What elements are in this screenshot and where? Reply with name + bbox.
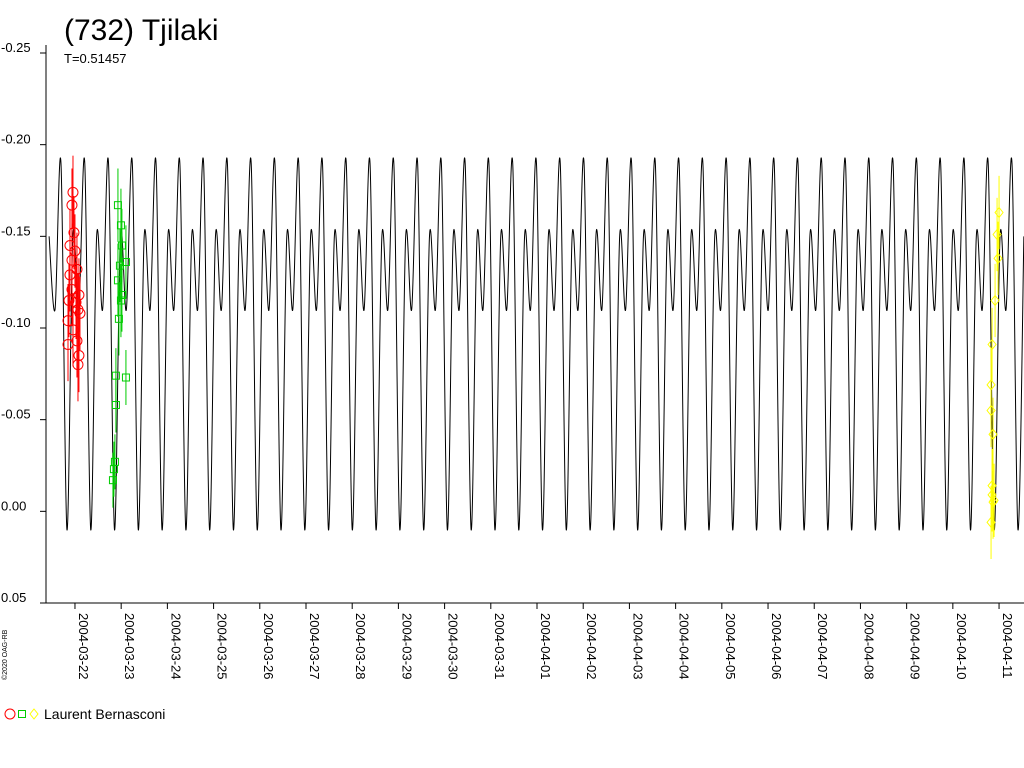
- data-point: [73, 289, 85, 301]
- x-tick-label: 2004-03-26: [261, 613, 276, 680]
- data-point: [121, 258, 130, 266]
- data-point: [117, 241, 126, 250]
- x-tick-label: 2004-04-01: [538, 613, 553, 680]
- data-point: [988, 428, 998, 441]
- y-tick-label: -0.05: [1, 407, 31, 422]
- data-point: [66, 284, 78, 295]
- data-point: [987, 479, 997, 492]
- x-tick-label: 2004-03-31: [492, 613, 507, 680]
- chart-title: (732) Tjilaki: [64, 14, 219, 47]
- data-point: [72, 359, 84, 371]
- legend-symbol: [18, 710, 26, 718]
- x-tick-label: 2004-04-02: [584, 613, 599, 680]
- data-point: [74, 307, 86, 319]
- data-point: [993, 252, 1003, 265]
- data-point: [68, 227, 80, 239]
- data-point: [63, 295, 75, 306]
- data-point: [116, 296, 125, 305]
- y-tick-label: -0.15: [1, 223, 31, 238]
- model-curve: [48, 157, 1024, 531]
- x-tick-label: 2004-04-06: [769, 613, 784, 680]
- x-tick-label: 2004-03-23: [122, 613, 137, 680]
- data-point: [71, 263, 83, 275]
- data-point: [121, 373, 130, 382]
- data-point: [66, 199, 78, 211]
- data-point: [62, 339, 74, 350]
- data-point: [992, 228, 1002, 241]
- x-tick-label: 2004-03-28: [353, 613, 368, 680]
- legend-symbol: [29, 708, 39, 720]
- data-point: [116, 221, 125, 230]
- x-tick-label: 2004-03-25: [215, 613, 230, 680]
- data-point: [111, 401, 120, 409]
- data-point: [113, 201, 122, 210]
- x-tick-label: 2004-04-04: [677, 613, 692, 680]
- data-point: [64, 269, 76, 281]
- data-point: [986, 379, 996, 391]
- x-tick-label: 2004-03-29: [399, 613, 414, 680]
- data-point: [111, 371, 120, 380]
- data-point: [117, 291, 126, 299]
- x-tick-label: 2004-03-24: [168, 613, 183, 680]
- data-point: [113, 276, 122, 285]
- data-point: [988, 496, 998, 508]
- data-point: [73, 350, 85, 361]
- y-tick-label: 0.00: [1, 498, 26, 513]
- data-point: [67, 324, 79, 336]
- x-tick-label: 2004-03-22: [76, 613, 91, 680]
- y-tick-label: -0.10: [1, 315, 31, 330]
- y-tick-label: 0.05: [1, 590, 26, 605]
- x-tick-label: 2004-04-09: [908, 613, 923, 680]
- data-point: [69, 245, 81, 257]
- data-point: [986, 516, 996, 529]
- x-tick-label: 2004-04-10: [954, 613, 969, 680]
- legend-symbol: [4, 708, 16, 720]
- x-tick-label: 2004-04-08: [861, 613, 876, 680]
- legend-label: Laurent Bernasconi: [44, 706, 165, 722]
- data-point: [62, 315, 74, 327]
- y-tick-label: -0.20: [1, 132, 31, 147]
- data-point: [109, 465, 118, 474]
- data-point: [67, 186, 79, 198]
- data-point: [108, 476, 117, 485]
- data-point: [987, 489, 997, 501]
- x-tick-label: 2004-03-27: [307, 613, 322, 680]
- plot-area: [48, 155, 1024, 559]
- x-tick-label: 2004-04-07: [815, 613, 830, 680]
- data-point: [70, 296, 82, 308]
- credit: ©2020 OAG-RB: [1, 629, 9, 680]
- x-tick-label: 2004-03-30: [446, 613, 461, 680]
- data-point: [994, 206, 1004, 219]
- x-tick-label: 2004-04-11: [1000, 613, 1015, 679]
- data-point: [986, 404, 996, 417]
- data-point: [987, 338, 997, 351]
- x-tick-label: 2004-04-05: [723, 613, 738, 680]
- data-point: [114, 314, 123, 323]
- y-tick-label: -0.25: [1, 40, 31, 55]
- x-tick-label: 2004-04-03: [630, 613, 645, 680]
- data-point: [990, 294, 1000, 307]
- chart-subtitle: T=0.51457: [64, 51, 127, 66]
